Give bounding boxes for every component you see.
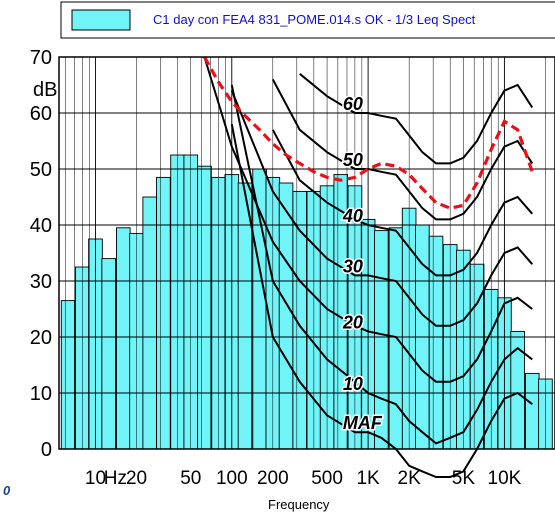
y-axis-label: dB (33, 79, 57, 101)
x-tick-label: 50 (180, 468, 201, 489)
bar (101, 258, 116, 450)
y-tick-label: 20 (30, 327, 52, 349)
bar (156, 176, 171, 450)
y-tick-label: 10 (30, 383, 52, 405)
x-tick-label: 500 (311, 468, 343, 489)
contour-label: MAF (343, 413, 383, 433)
x-tick-label: Hz (104, 468, 127, 489)
y-tick-label: 30 (30, 271, 52, 293)
x-tick-label: 5K (452, 468, 476, 489)
contour-label: 60 (343, 94, 363, 114)
legend: C1 day con FEA4 831_POME.014.s OK - 1/3 … (60, 1, 555, 39)
contour-layer (203, 56, 534, 478)
contour-label: 10 (343, 374, 363, 394)
y-tick-label: 50 (30, 159, 52, 181)
x-tick-label: 1K (356, 468, 380, 489)
x-axis-label: Frequency (268, 497, 330, 512)
contour-line (230, 124, 533, 478)
contour-line (299, 73, 534, 165)
contour-line (230, 84, 533, 445)
bar (142, 196, 158, 450)
bar (428, 235, 444, 450)
bar (116, 227, 131, 450)
y-tick-label: 40 (30, 215, 52, 237)
legend-swatch (71, 9, 131, 31)
bar (237, 182, 253, 450)
y-tick-labels: 0 10 20 30 40 50 60 70 (30, 47, 52, 461)
contour-line (271, 78, 534, 221)
x-tick-label: 100 (216, 468, 248, 489)
legend-label: C1 day con FEA4 831_POME.014.s OK - 1/3 … (153, 12, 476, 27)
bar (278, 182, 294, 450)
x-tick-label: 20 (126, 468, 147, 489)
x-tick-label: 10K (488, 468, 522, 489)
contour-line (230, 90, 533, 327)
contour-label-layer: MAF 10 20 30 40 50 60 (340, 93, 384, 435)
x-tick-label: 10 (85, 468, 106, 489)
contour-line (203, 56, 533, 383)
bar (197, 165, 212, 450)
plot-frame (58, 56, 555, 450)
contour-label: 20 (342, 312, 363, 332)
legend-box (60, 1, 555, 39)
red-dashed-contour (203, 56, 534, 210)
y-tick-label: 70 (30, 47, 52, 69)
corner-text: 0 (3, 483, 11, 498)
x-tick-label: 2K (398, 468, 422, 489)
bar (524, 372, 540, 450)
contour-line (271, 129, 533, 277)
contour-label: 50 (343, 150, 363, 170)
y-tick-label: 0 (41, 439, 52, 461)
contour-label: 30 (343, 256, 363, 276)
x-tick-label: 200 (257, 468, 289, 489)
y-tick-label: 60 (30, 103, 52, 125)
bar (60, 300, 76, 450)
contour-label: 40 (342, 206, 363, 226)
